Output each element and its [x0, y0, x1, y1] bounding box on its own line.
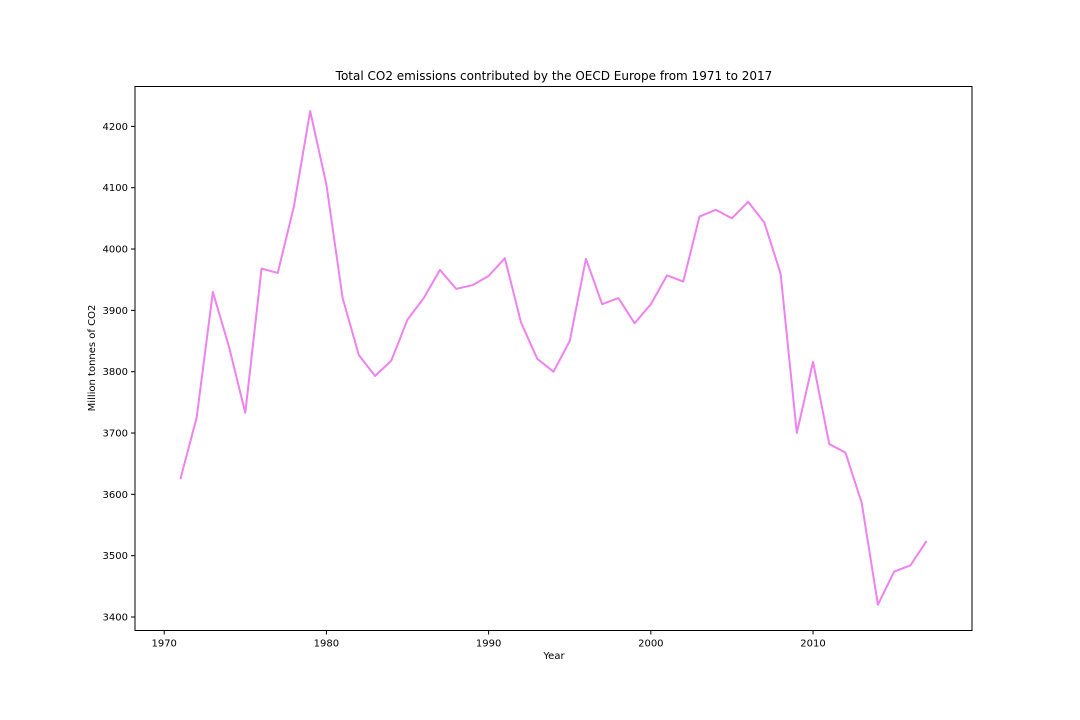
x-tick-label: 1980: [314, 639, 339, 650]
series-line: [179, 110, 928, 606]
y-tick-label: 4000: [103, 245, 128, 256]
y-tick-label: 3400: [103, 613, 128, 624]
y-axis-ticks: 3400 3500 3600 3700 3800 3900 4000 4100 4200: [103, 122, 135, 624]
x-tick-label: 1970: [151, 639, 176, 650]
y-tick-label: 3500: [103, 551, 128, 562]
series-layer: [179, 110, 928, 606]
x-tick-label: 2010: [800, 639, 825, 650]
x-tick-label: 2000: [638, 639, 663, 650]
y-tick-label: 4200: [103, 122, 128, 133]
y-tick-label: 3800: [103, 367, 128, 378]
x-axis-ticks: 1970 1980 1990 2000 2010: [151, 630, 826, 650]
y-tick-label: 3900: [103, 306, 128, 317]
y-tick-label: 4100: [103, 183, 128, 194]
y-tick-label: 3700: [103, 429, 128, 440]
y-axis-label: Million tonnes of CO2: [87, 305, 98, 412]
plot-area-frame: [134, 86, 973, 631]
x-tick-label: 1990: [476, 639, 501, 650]
y-tick-label: 3600: [103, 490, 128, 501]
chart-title: Total CO2 emissions contributed by the O…: [335, 69, 773, 83]
x-axis-label: Year: [542, 651, 565, 662]
